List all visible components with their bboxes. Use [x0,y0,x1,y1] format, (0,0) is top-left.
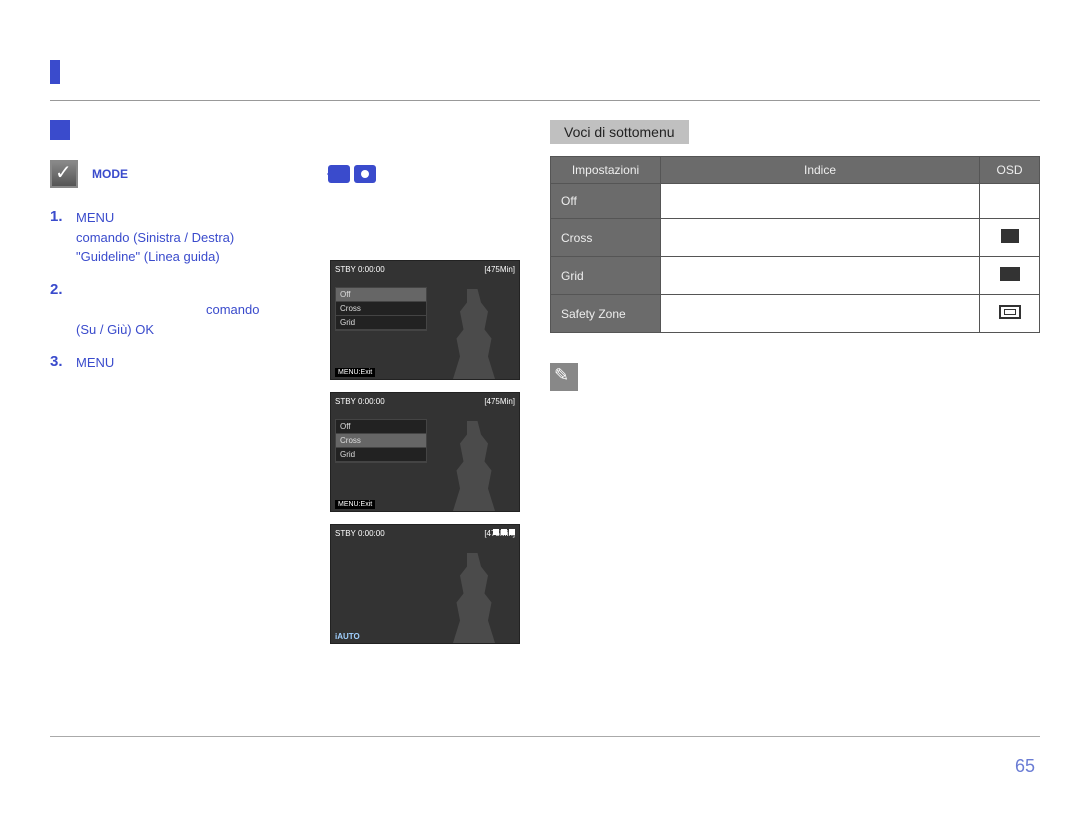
silhouette-icon [439,553,509,643]
row-label: Grid [551,257,661,295]
top-rule [50,100,1040,101]
table-row: Grid [551,257,1040,295]
mode-label: MODE [92,167,128,181]
lcd-screen-3: STBY 0:00:00 [475Min] iAUTO [330,524,520,644]
step-number: 2. [50,281,76,340]
right-column: Voci di sottomenu Impostazioni Indice OS… [550,120,1040,391]
row-osd [980,295,1040,333]
submenu-title: Voci di sottomenu [550,120,689,144]
osd-grid-icon [1000,267,1020,281]
grid-dots-icon [493,529,515,535]
photo-mode-icon [354,165,376,183]
row-osd [980,184,1040,219]
silhouette-icon [439,289,509,379]
col-settings: Impostazioni [551,157,661,184]
row-label: Cross [551,219,661,257]
lcd-menu-item: Off [336,420,426,434]
section-marker-icon [50,120,70,140]
lcd-exit: MENU:Exit [335,368,375,377]
row-label: Safety Zone [551,295,661,333]
table-row: Cross [551,219,1040,257]
lcd-menu-item: Grid [336,448,426,462]
row-osd [980,257,1040,295]
mode-icons [328,165,376,183]
table-header-row: Impostazioni Indice OSD [551,157,1040,184]
submenu-table: Impostazioni Indice OSD Off Cross Grid S… [550,156,1040,333]
step-1: 1. MENU comando (Sinistra / Destra) "Gui… [50,208,530,267]
step-text: MENU comando (Sinistra / Destra) "Guidel… [76,208,530,267]
lcd-time: [475Min] [484,397,515,413]
checkbox-icon [50,160,78,188]
lcd-menu-item: Off [336,288,426,302]
lcd-screen-1: STBY 0:00:00 [475Min] Off Cross Grid MEN… [330,260,520,380]
lcd-menu-item: Grid [336,316,426,330]
note-row [550,363,1040,391]
mode-row: MODE [50,160,530,188]
row-label: Off [551,184,661,219]
lcd-menu-item: Cross [336,434,426,448]
page-number: 65 [1015,756,1035,777]
osd-safetyzone-icon [999,305,1021,319]
row-desc [661,295,980,333]
lcd-exit: MENU:Exit [335,500,375,509]
lcd-menu: Off Cross Grid [335,287,427,331]
lcd-menu-item: Cross [336,302,426,316]
note-icon [550,363,578,391]
step-number: 1. [50,208,76,267]
lcd-screen-2: STBY 0:00:00 [475Min] Off Cross Grid MEN… [330,392,520,512]
col-index: Indice [661,157,980,184]
section-row [50,120,530,140]
lcd-screenshots: STBY 0:00:00 [475Min] Off Cross Grid MEN… [330,260,530,656]
video-mode-icon [328,165,350,183]
header-accent [50,60,60,84]
lcd-stby: STBY 0:00:00 [335,265,385,281]
row-desc [661,257,980,295]
row-osd [980,219,1040,257]
row-desc [661,184,980,219]
table-row: Safety Zone [551,295,1040,333]
lcd-stby: STBY 0:00:00 [335,529,385,545]
lcd-stby: STBY 0:00:00 [335,397,385,413]
row-desc [661,219,980,257]
bottom-rule [50,736,1040,737]
table-row: Off [551,184,1040,219]
step-number: 3. [50,353,76,373]
osd-cross-icon [1001,229,1019,243]
lcd-menu: Off Cross Grid [335,419,427,463]
lcd-auto-label: iAUTO [335,632,360,641]
lcd-time: [475Min] [484,265,515,281]
silhouette-icon [439,421,509,511]
col-osd: OSD [980,157,1040,184]
